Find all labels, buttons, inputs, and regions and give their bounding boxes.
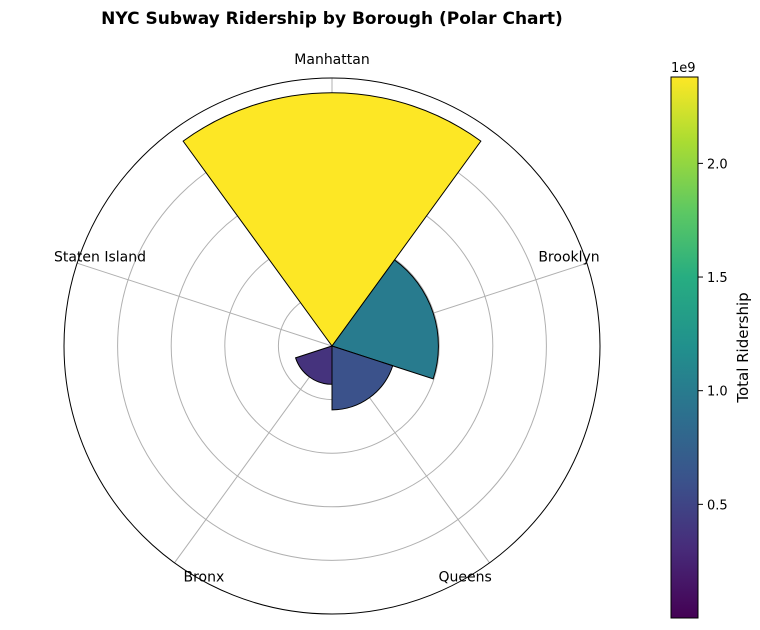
colorbar: 0.5 1.0 1.5 2.0 1e9 Total Ridership xyxy=(670,61,752,619)
angular-grid-line xyxy=(174,345,333,564)
bar-brooklyn xyxy=(331,259,439,380)
colorbar-offset-text: 1e9 xyxy=(671,61,696,76)
category-label-staten-island: Staten Island xyxy=(54,250,146,266)
category-label-manhattan: Manhattan xyxy=(294,52,369,68)
bar-manhattan xyxy=(182,92,482,347)
polar-frame xyxy=(63,77,601,615)
colorbar-tick-label: 2.0 xyxy=(707,157,728,172)
colorbar-tick-label: 1.0 xyxy=(707,385,728,400)
bar-queens xyxy=(331,345,394,411)
category-label-queens: Queens xyxy=(438,569,491,585)
chart-title: NYC Subway Ridership by Borough (Polar C… xyxy=(101,9,563,29)
bar-bronx xyxy=(294,345,333,385)
colorbar-label: Total Ridership xyxy=(734,292,752,403)
polar-plot-area: Manhattan Brooklyn Queens Bronx Staten Islan… xyxy=(54,52,601,615)
colorbar-gradient xyxy=(670,76,699,619)
colorbar-tick-label: 0.5 xyxy=(707,498,728,513)
angular-grid-line xyxy=(76,262,333,347)
category-label-brooklyn: Brooklyn xyxy=(538,250,599,266)
category-label-bronx: Bronx xyxy=(184,569,225,585)
colorbar-tick-label: 1.5 xyxy=(707,271,728,286)
